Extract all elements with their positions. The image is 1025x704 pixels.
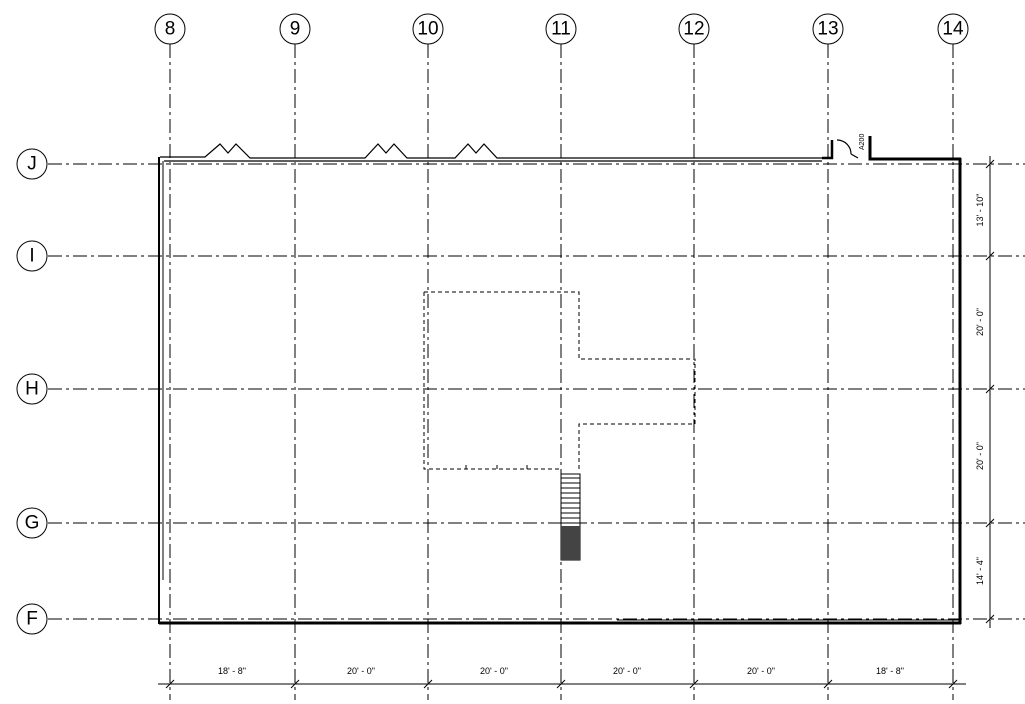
grid-bubble-col-14: 14 [937,13,969,45]
door-leaf [850,153,859,159]
grid-bubble-col-8: 8 [154,13,186,45]
stair-lower-run [561,526,580,560]
grid-bubble-col-10: 10 [412,13,444,45]
bottom-dim-1: 18' - 8" [218,666,246,676]
grid-bubble-row-i: I [16,240,48,272]
grid-label-row-g: G [25,513,40,534]
bottom-dim-2: 20' - 0" [347,666,375,676]
right-dim-1: 13' - 10" [975,194,985,227]
section-tag: A200 [859,134,866,150]
section-tag-label: A200 [859,134,866,150]
column-grid-bubbles: 8 9 10 11 12 13 14 [154,13,969,45]
grid-label-col-12: 12 [683,19,704,40]
bottom-dim-5: 20' - 0" [747,666,775,676]
grid-label-row-i: I [29,246,34,267]
grid-bubble-col-11: 11 [545,13,577,45]
grid-bubble-col-9: 9 [279,13,311,45]
grid-label-col-14: 14 [942,19,964,40]
north-wall-outer [160,143,822,159]
dashed-outline-lower [423,292,559,470]
bottom-dim-3: 20' - 0" [480,666,508,676]
right-dim-2: 20' - 0" [975,308,985,336]
grid-label-col-8: 8 [165,19,176,40]
grid-label-row-f: F [26,609,38,630]
right-dimension-string: 13' - 10" 20' - 0" 20' - 0" 14' - 4" [975,156,995,628]
row-grid-bubbles: J I H G F [16,148,48,635]
grid-bubble-row-g: G [16,507,48,539]
bottom-dim-ticks [165,679,958,689]
grid-bubble-row-j: J [16,148,48,180]
grid-label-col-10: 10 [417,19,438,40]
exterior-walls [158,136,962,625]
bottom-dimension-string: 18' - 8" 20' - 0" 20' - 0" 20' - 0" 20' … [158,666,966,689]
bottom-dim-4: 20' - 0" [613,666,641,676]
row-grid-lines [48,163,1025,620]
grid-bubble-col-13: 13 [812,13,844,45]
grid-label-col-11: 11 [551,19,571,40]
dashed-outline-upper [424,291,696,470]
grid-label-col-9: 9 [290,19,301,40]
door-swing-arc [836,139,852,155]
door-jamb-left [822,140,834,160]
stair-treads [561,477,580,524]
entry-door: A200 [836,134,866,159]
grid-label-col-13: 13 [817,19,838,40]
dashed-outline-above [423,291,696,470]
grid-label-row-h: H [25,379,39,400]
stair [560,473,581,561]
grid-bubble-row-f: F [16,603,48,635]
bottom-dim-6: 18' - 8" [876,666,904,676]
right-dim-ticks [985,159,995,624]
column-grid-lines [169,44,954,700]
grid-bubble-row-h: H [16,373,48,405]
right-dim-3: 20' - 0" [975,442,985,470]
grid-label-row-j: J [27,154,37,175]
right-dim-4: 14' - 4" [975,557,985,585]
grid-bubble-col-12: 12 [678,13,710,45]
north-wall-east-segment [868,136,961,161]
